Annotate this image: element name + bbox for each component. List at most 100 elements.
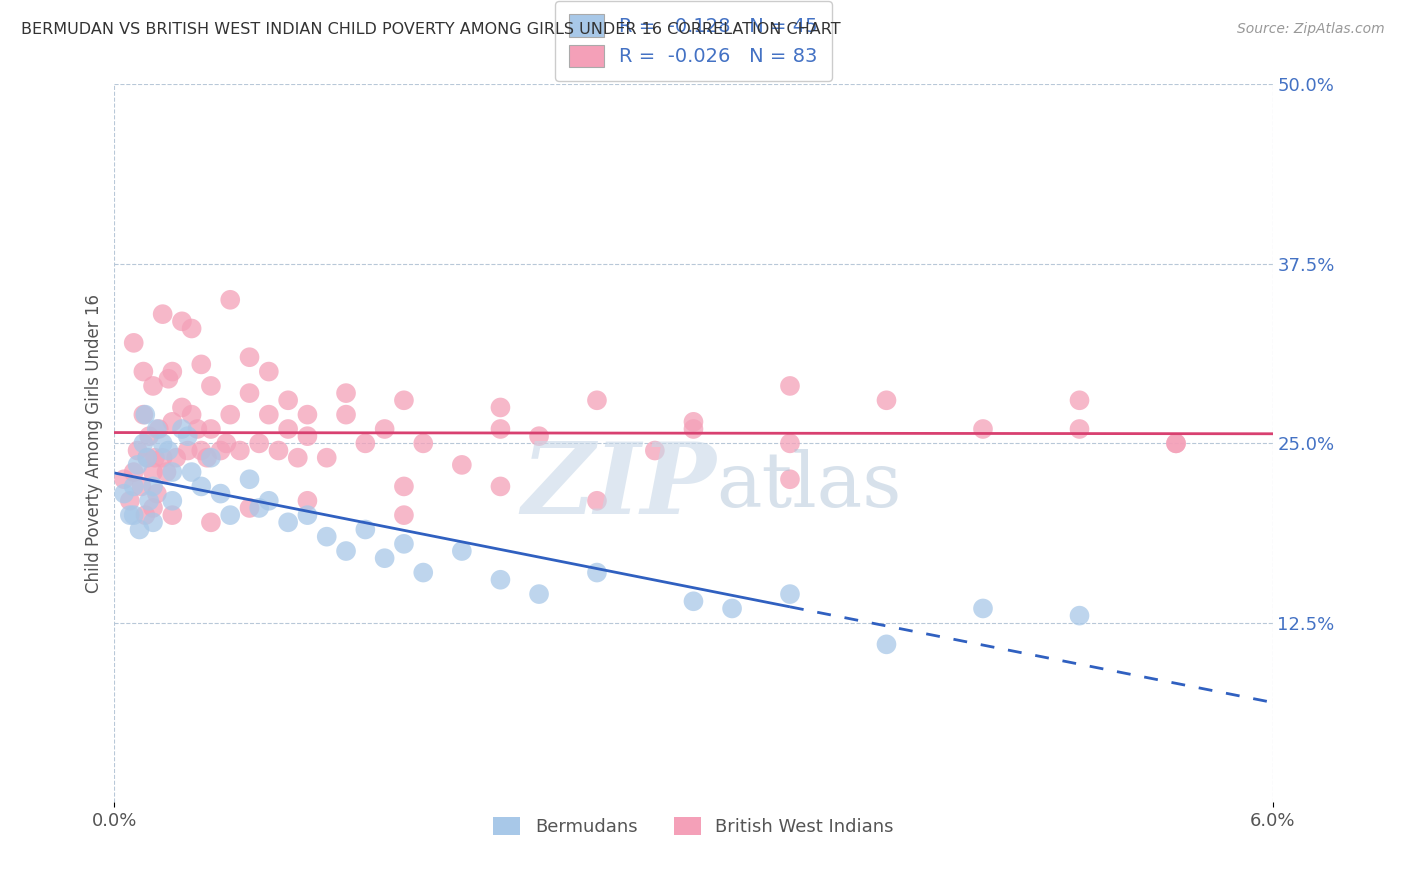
- Point: [219, 508, 242, 523]
- Point: [190, 479, 212, 493]
- Point: [136, 450, 159, 465]
- Point: [450, 458, 472, 472]
- Point: [876, 637, 898, 651]
- Point: [142, 479, 165, 493]
- Point: [180, 465, 202, 479]
- Point: [200, 516, 222, 530]
- Point: [972, 601, 994, 615]
- Point: [354, 436, 377, 450]
- Point: [134, 508, 156, 523]
- Point: [1164, 436, 1187, 450]
- Point: [122, 479, 145, 493]
- Point: [287, 450, 309, 465]
- Point: [297, 429, 319, 443]
- Point: [219, 408, 242, 422]
- Point: [170, 422, 193, 436]
- Point: [374, 551, 396, 566]
- Point: [392, 508, 415, 523]
- Point: [142, 465, 165, 479]
- Point: [229, 443, 252, 458]
- Point: [162, 493, 184, 508]
- Point: [489, 479, 512, 493]
- Point: [721, 601, 744, 615]
- Point: [297, 408, 319, 422]
- Point: [209, 443, 232, 458]
- Point: [257, 493, 280, 508]
- Point: [489, 422, 512, 436]
- Point: [335, 408, 357, 422]
- Point: [682, 422, 704, 436]
- Point: [157, 443, 180, 458]
- Point: [1069, 393, 1091, 408]
- Point: [146, 486, 169, 500]
- Point: [132, 436, 155, 450]
- Point: [392, 537, 415, 551]
- Point: [779, 379, 801, 393]
- Point: [128, 523, 150, 537]
- Point: [138, 493, 160, 508]
- Point: [200, 422, 222, 436]
- Point: [374, 422, 396, 436]
- Point: [162, 415, 184, 429]
- Point: [257, 365, 280, 379]
- Point: [157, 372, 180, 386]
- Point: [247, 500, 270, 515]
- Point: [118, 508, 141, 523]
- Point: [200, 450, 222, 465]
- Point: [412, 436, 434, 450]
- Point: [152, 450, 174, 465]
- Text: atlas: atlas: [717, 450, 903, 524]
- Text: ZIP: ZIP: [522, 438, 717, 534]
- Point: [238, 386, 260, 401]
- Point: [112, 486, 135, 500]
- Point: [682, 594, 704, 608]
- Point: [644, 443, 666, 458]
- Point: [335, 386, 357, 401]
- Point: [180, 408, 202, 422]
- Text: BERMUDAN VS BRITISH WEST INDIAN CHILD POVERTY AMONG GIRLS UNDER 16 CORRELATION C: BERMUDAN VS BRITISH WEST INDIAN CHILD PO…: [21, 22, 841, 37]
- Point: [779, 472, 801, 486]
- Point: [586, 493, 609, 508]
- Point: [209, 486, 232, 500]
- Point: [136, 450, 159, 465]
- Point: [195, 450, 218, 465]
- Point: [238, 350, 260, 364]
- Point: [170, 401, 193, 415]
- Text: Source: ZipAtlas.com: Source: ZipAtlas.com: [1237, 22, 1385, 37]
- Point: [127, 458, 149, 472]
- Point: [972, 422, 994, 436]
- Point: [277, 393, 299, 408]
- Point: [142, 516, 165, 530]
- Point: [392, 393, 415, 408]
- Point: [146, 422, 169, 436]
- Point: [297, 493, 319, 508]
- Point: [127, 443, 149, 458]
- Point: [586, 566, 609, 580]
- Point: [152, 307, 174, 321]
- Point: [219, 293, 242, 307]
- Point: [200, 379, 222, 393]
- Point: [112, 472, 135, 486]
- Point: [132, 408, 155, 422]
- Point: [392, 479, 415, 493]
- Point: [586, 393, 609, 408]
- Point: [682, 415, 704, 429]
- Point: [142, 500, 165, 515]
- Y-axis label: Child Poverty Among Girls Under 16: Child Poverty Among Girls Under 16: [86, 293, 103, 593]
- Point: [354, 523, 377, 537]
- Point: [148, 422, 170, 436]
- Point: [238, 472, 260, 486]
- Point: [315, 530, 337, 544]
- Point: [277, 516, 299, 530]
- Point: [450, 544, 472, 558]
- Point: [267, 443, 290, 458]
- Point: [527, 429, 550, 443]
- Point: [118, 493, 141, 508]
- Point: [489, 401, 512, 415]
- Point: [152, 436, 174, 450]
- Point: [1069, 422, 1091, 436]
- Point: [277, 422, 299, 436]
- Point: [177, 443, 200, 458]
- Point: [335, 544, 357, 558]
- Point: [155, 465, 177, 479]
